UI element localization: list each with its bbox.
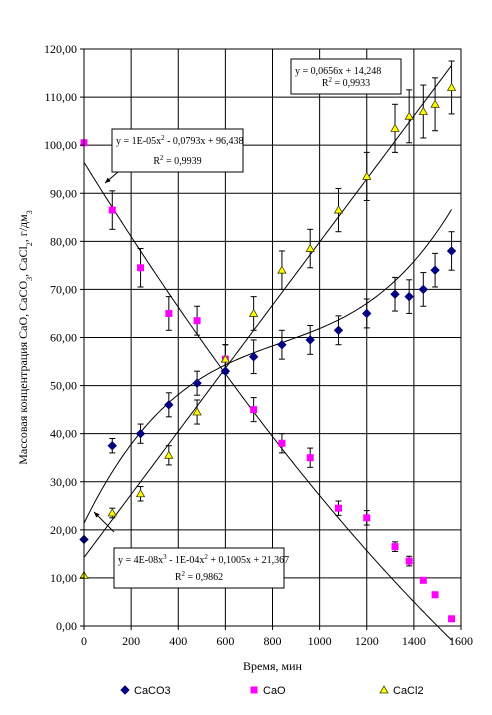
legend-item-cacl2: CaCl2	[379, 685, 424, 697]
point-cacl2	[248, 308, 259, 317]
x-axis-ticks: 0 200 400 600 800 1000 1200 1400 1600	[81, 626, 473, 648]
point-caco3	[305, 335, 315, 345]
trendline-r-squared: R2 = 0,9862	[175, 570, 223, 583]
trendline-caco3	[83, 209, 452, 524]
trendline-r-squared: R2 = 0,9933	[322, 76, 370, 89]
x-tick-label: 800	[264, 634, 282, 648]
point-caco3	[404, 291, 414, 302]
point-cacl2	[164, 450, 174, 459]
x-tick-label: 1000	[308, 634, 332, 648]
equation-box-cao: y = 1E-05x2 - 0,0793x + 96,438 R2 = 0,993…	[104, 128, 244, 184]
point-cao	[431, 591, 439, 599]
y-tick-label: 50,00	[50, 379, 77, 393]
y-tick-label: 80,00	[50, 234, 77, 248]
point-caco3	[192, 378, 202, 388]
x-tick-label: 1600	[449, 634, 473, 648]
y-tick-label: 60,00	[50, 331, 77, 345]
legend-item-cao: CaO	[250, 685, 286, 697]
point-caco3	[107, 440, 117, 451]
point-cao	[306, 454, 314, 462]
point-cacl2	[305, 243, 315, 252]
point-cao	[278, 439, 286, 447]
point-cacl2	[333, 205, 344, 214]
point-caco3	[418, 284, 429, 295]
legend: CaCO3 CaO CaCl2	[120, 685, 424, 697]
y-tick-label: 110,00	[44, 90, 77, 104]
point-cacl2	[220, 354, 231, 363]
y-tick-label: 20,00	[50, 523, 77, 537]
point-cao	[193, 317, 201, 325]
y-tick-label: 100,00	[44, 138, 77, 152]
trendline-equation: y = 4E-08x3 - 1E-04x2 + 0,1005x + 21,367	[118, 553, 289, 566]
y-tick-label: 40,00	[50, 427, 77, 441]
point-caco3	[164, 400, 174, 410]
y-axis-title: Массовая концентрация CaO, CaCO3, CaCl2,…	[16, 210, 34, 465]
point-cao	[405, 557, 413, 565]
x-tick-label: 600	[216, 634, 234, 648]
point-caco3	[135, 428, 146, 439]
y-tick-label: 90,00	[50, 186, 77, 200]
point-caco3	[333, 325, 344, 335]
y-tick-label: 10,00	[50, 571, 77, 585]
point-cao	[363, 514, 371, 522]
y-tick-label: 0,00	[56, 619, 77, 633]
point-cacl2	[390, 123, 400, 132]
x-tick-label: 200	[122, 634, 140, 648]
legend-marker-cacl2	[379, 685, 389, 694]
x-tick-label: 1400	[402, 634, 426, 648]
point-cacl2	[277, 265, 287, 274]
point-cao	[165, 309, 173, 317]
trendline-equation: y = 1E-05x2 - 0,0793x + 96,438	[116, 134, 244, 147]
point-cao	[334, 504, 342, 512]
point-caco3	[446, 246, 457, 256]
point-cacl2	[430, 99, 440, 108]
point-cacl2	[192, 407, 202, 416]
point-cacl2	[418, 106, 428, 115]
point-cacl2	[446, 82, 457, 91]
point-caco3	[430, 265, 440, 275]
legend-label-cacl2: CaCl2	[393, 685, 424, 697]
trendline-annotations: y = 1E-05x2 - 0,0793x + 96,438 R2 = 0,993…	[93, 58, 402, 589]
annotation-arrowhead	[94, 512, 100, 518]
trendline-r-squared: R2 = 0,9939	[153, 154, 201, 167]
x-tick-label: 400	[169, 634, 187, 648]
y-tick-label: 70,00	[50, 282, 77, 296]
point-cacl2	[404, 111, 414, 120]
y-tick-label: 30,00	[50, 475, 77, 489]
legend-label-cao: CaO	[263, 685, 286, 697]
trendline-cao	[83, 162, 452, 641]
point-cao	[391, 543, 399, 551]
point-cao	[137, 264, 145, 272]
point-cao	[419, 576, 427, 584]
data-markers	[79, 82, 457, 623]
point-cao	[448, 615, 456, 623]
point-cao	[108, 206, 116, 214]
point-cao	[250, 406, 258, 414]
trendline-cacl2	[83, 65, 452, 558]
point-cacl2	[135, 488, 146, 498]
y-axis-ticks: 0,00 10,00 20,00 30,00 40,00 50,00 60,00 70,00 8…	[44, 42, 84, 633]
legend-label-caco3: CaCO3	[134, 685, 171, 697]
annotation-arrowhead	[105, 177, 111, 183]
point-caco3	[362, 308, 372, 319]
point-cacl2	[362, 171, 372, 180]
y-tick-label: 120,00	[44, 42, 77, 56]
x-axis-title: Время, мин	[243, 659, 302, 673]
point-caco3	[248, 352, 259, 362]
point-cacl2	[107, 508, 117, 517]
point-caco3	[220, 366, 231, 376]
trend-lines	[83, 65, 452, 641]
x-tick-label: 1200	[355, 634, 379, 648]
trendline-equation: y = 0,0656x + 14,248	[295, 66, 381, 77]
legend-item-caco3: CaCO3	[120, 685, 171, 697]
point-caco3	[390, 289, 400, 299]
legend-marker-caco3	[120, 685, 130, 695]
point-caco3	[277, 340, 287, 350]
legend-marker-cao	[250, 686, 258, 694]
equation-box-caco3: y = 4E-08x3 - 1E-04x2 + 0,1005x + 21,367…	[93, 511, 289, 589]
x-tick-label: 0	[81, 634, 87, 648]
